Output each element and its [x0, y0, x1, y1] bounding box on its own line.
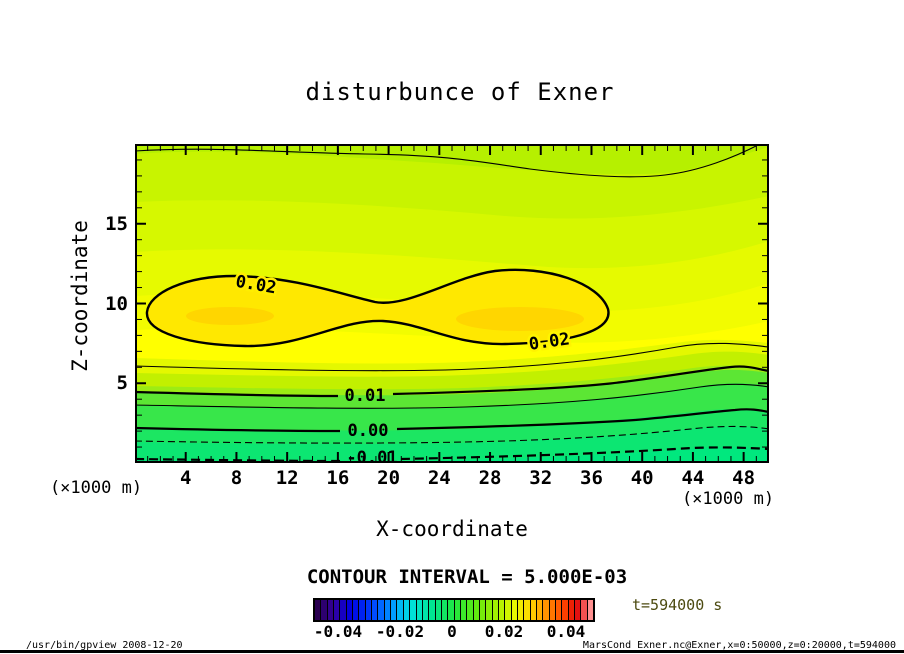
colorbar-stripe — [321, 600, 327, 620]
colorbar-stripe — [429, 600, 435, 620]
footer-command: /usr/bin/gpview 2008-12-20 — [26, 640, 183, 651]
colorbar-stripe — [537, 600, 543, 620]
colorbar-stripe — [543, 600, 549, 620]
z-tick-label: 5 — [116, 372, 128, 395]
colorbar — [313, 598, 595, 622]
colorbar-stripe — [359, 600, 365, 620]
x-axis-label: X-coordinate — [376, 517, 528, 541]
colorbar-tick-label: 0.02 — [484, 622, 524, 641]
x-tick-label: 32 — [529, 467, 553, 489]
colorbar-stripe — [568, 600, 575, 620]
z-tick-label: 15 — [105, 212, 128, 235]
colorbar-tick-label: 0.04 — [546, 622, 586, 641]
contour-label: -0.01 — [346, 448, 397, 463]
colorbar-stripe — [327, 600, 334, 620]
z-axis-unit: (×1000 m) — [49, 478, 143, 498]
axis-ticks — [137, 146, 767, 461]
colorbar-stripe — [460, 600, 467, 620]
x-tick-label: 4 — [179, 467, 192, 489]
colorbar-stripe — [410, 600, 416, 620]
x-tick-label: 12 — [275, 467, 299, 489]
colorbar-tick-label: -0.02 — [375, 622, 425, 641]
colorbar-stripe — [486, 600, 492, 620]
time-annotation: t=594000 s — [632, 596, 723, 614]
bottom-bar — [0, 650, 904, 653]
colorbar-stripe — [372, 600, 378, 620]
x-tick-label: 28 — [478, 467, 502, 489]
colorbar-stripe — [479, 600, 486, 620]
colorbar-stripe — [397, 600, 403, 620]
contour-interval-text: CONTOUR INTERVAL = 5.000E-03 — [306, 566, 628, 588]
colorbar-stripe — [467, 600, 473, 620]
x-tick-label: 36 — [580, 467, 603, 489]
colorbar-stripe — [524, 600, 530, 620]
colorbar-stripe — [473, 600, 479, 620]
plot-border — [135, 144, 769, 463]
colorbar-stripe — [511, 600, 517, 620]
colorbar-tick-label: 0 — [447, 622, 457, 641]
colorbar-stripe — [556, 600, 562, 620]
colorbar-stripe — [575, 600, 581, 620]
x-tick-label: 8 — [230, 467, 243, 489]
contour-plot: 0.02 0.02 0.01 0.00 -0.01 — [134, 143, 770, 468]
contour-lobes — [145, 268, 610, 348]
x-tick-label: 48 — [732, 467, 756, 489]
x-tick-label: 20 — [377, 467, 401, 489]
colorbar-stripe — [549, 600, 556, 620]
contour-plot-canvas: 0.020.020.010.00-0.01 — [134, 143, 770, 468]
colorbar-stripe — [315, 600, 321, 620]
colorbar-stripe — [492, 600, 498, 620]
colorbar-stripe — [422, 600, 429, 620]
z-tick-label: 10 — [105, 292, 128, 315]
page-title: disturbunce of Exner — [305, 78, 615, 106]
contour-label: 0.00 — [348, 421, 389, 441]
colorbar-stripe — [340, 600, 346, 620]
colorbar-stripe — [384, 600, 391, 620]
x-tick-label: 44 — [681, 467, 705, 489]
contour-lines — [134, 143, 770, 463]
colorbar-stripe — [416, 600, 422, 620]
colorbar-stripe — [365, 600, 372, 620]
colorbar-stripe — [353, 600, 359, 620]
colorbar-stripe — [518, 600, 524, 620]
colorbar-stripe — [378, 600, 384, 620]
x-tick-label: 16 — [326, 467, 350, 489]
colorbar-stripe — [581, 600, 587, 620]
x-tick-label: 24 — [427, 467, 451, 489]
footer-source: MarsCond_Exner.nc@Exner,x=0:50000,z=0:20… — [582, 640, 896, 651]
x-tick-label: 40 — [630, 467, 654, 489]
colorbar-stripe — [448, 600, 454, 620]
colorbar-tick-label: -0.04 — [313, 622, 363, 641]
colorbar-stripe — [435, 600, 441, 620]
colorbar-stripe — [441, 600, 448, 620]
colorbar-stripe — [498, 600, 505, 620]
colorbar-stripe — [346, 600, 353, 620]
colorbar-stripe — [587, 600, 594, 620]
colorbar-stripe — [454, 600, 460, 620]
colorbar-stripe — [505, 600, 511, 620]
colorbar-stripe — [562, 600, 568, 620]
colorbar-stripe — [403, 600, 410, 620]
colorbar-stripe — [391, 600, 397, 620]
x-axis-unit: (×1000 m) — [681, 489, 775, 509]
contour-label: 0.01 — [345, 386, 386, 406]
colorbar-stripe — [530, 600, 537, 620]
colorbar-stripe — [334, 600, 340, 620]
